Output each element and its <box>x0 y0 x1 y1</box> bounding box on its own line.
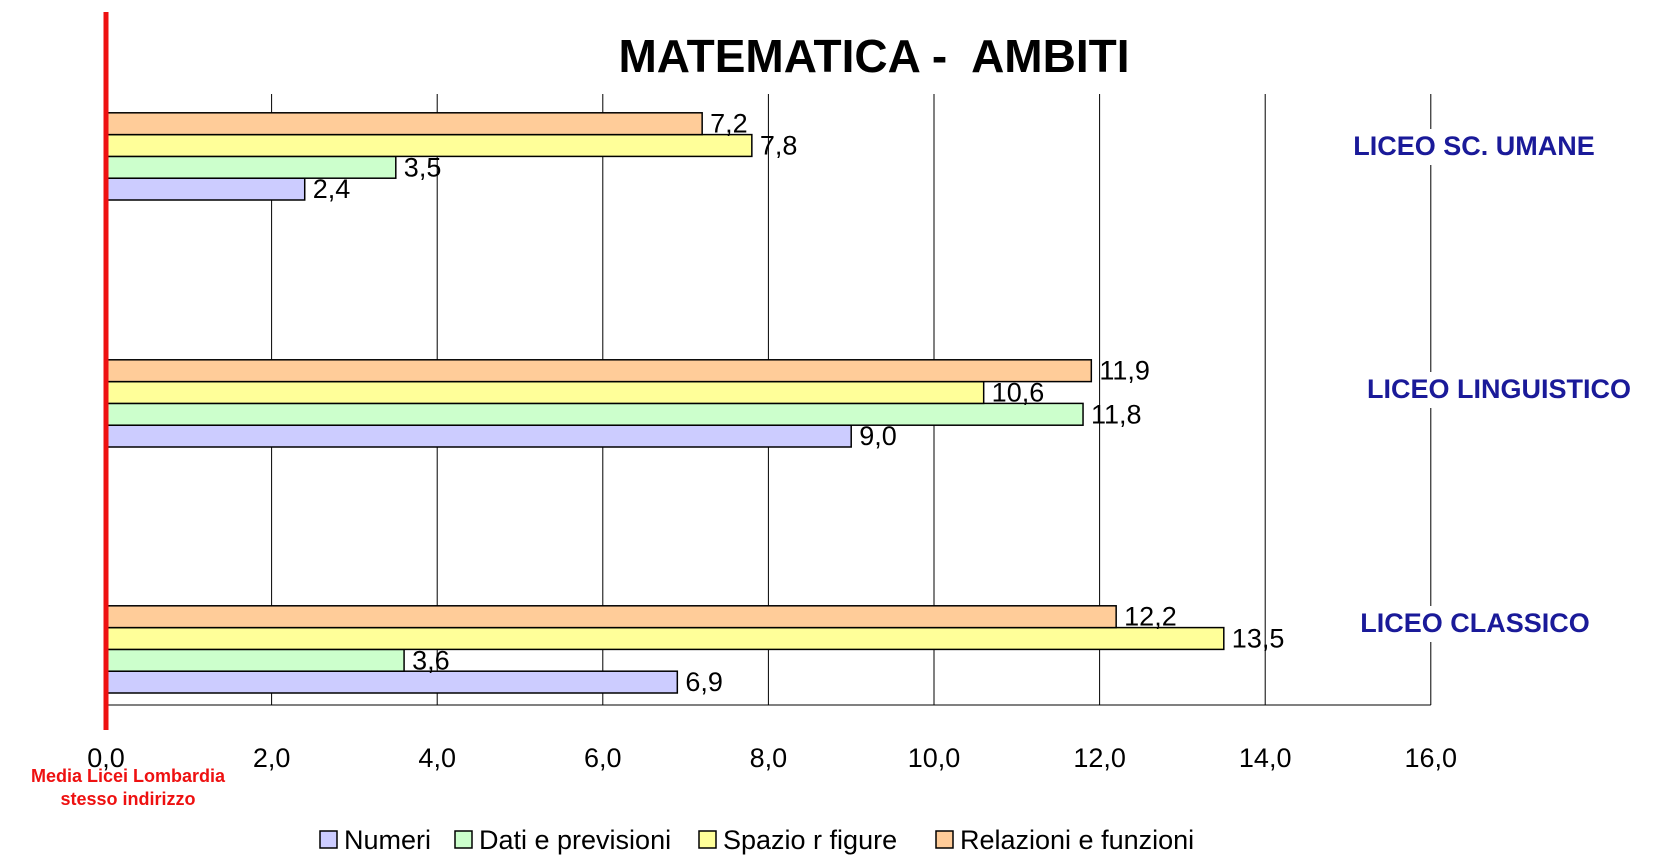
reference-line-label: stesso indirizzo <box>60 789 195 809</box>
category-label: LICEO CLASSICO <box>1360 608 1590 638</box>
value-label: 3,5 <box>404 152 442 182</box>
x-tick-label: 6,0 <box>584 743 622 773</box>
legend-label: Numeri <box>344 825 431 855</box>
x-tick-label: 14,0 <box>1239 743 1292 773</box>
value-label: 10,6 <box>992 378 1045 408</box>
bar <box>105 359 1093 383</box>
bar <box>105 670 679 694</box>
x-tick-label: 12,0 <box>1073 743 1126 773</box>
value-label: 11,8 <box>1091 399 1142 429</box>
value-label: 3,6 <box>412 645 450 675</box>
legend-swatch <box>454 830 473 849</box>
category-label: LICEO LINGUISTICO <box>1367 374 1631 404</box>
value-label: 9,0 <box>859 421 897 451</box>
bar <box>105 648 405 672</box>
category-label-bg <box>1337 606 1613 642</box>
legend-label: Dati e previsioni <box>479 825 671 855</box>
category-label-bg <box>1336 372 1662 408</box>
bar <box>105 380 985 405</box>
category-labels: LICEO SC. UMANE LICEO LINGUISTICO LICEO CL… <box>1326 129 1662 642</box>
x-tick-label: 2,0 <box>253 743 291 773</box>
reference-line-label: Media Licei Lombardia <box>31 766 226 786</box>
legend-swatch <box>319 830 338 849</box>
x-tick-label: 16,0 <box>1405 743 1458 773</box>
bar <box>105 177 306 201</box>
value-label: 2,4 <box>313 174 351 204</box>
legend-swatch <box>698 830 717 849</box>
bar <box>105 626 1225 651</box>
value-label: 7,8 <box>760 131 798 161</box>
x-tick-label: 8,0 <box>750 743 788 773</box>
value-label: 12,2 <box>1124 602 1177 632</box>
value-label: 7,2 <box>710 109 748 139</box>
x-tick-label: 10,0 <box>908 743 961 773</box>
bar <box>105 424 852 448</box>
reference-line-group: Media Licei Lombardia stesso indirizzo <box>31 12 226 809</box>
x-tick-label: 0,0 <box>87 743 125 773</box>
category-label-bg <box>1326 129 1622 165</box>
chart-title: MATEMATICA - AMBITI <box>618 30 1129 82</box>
legend-label: Spazio r figure <box>723 825 897 855</box>
bars <box>105 112 1225 694</box>
category-label: LICEO SC. UMANE <box>1353 131 1595 161</box>
bar <box>105 402 1084 426</box>
value-label: 11,9 <box>1099 356 1150 386</box>
legend: Numeri Dati e previsioni Spazio r figure Re… <box>319 825 1194 855</box>
legend-label: Relazioni e funzioni <box>960 825 1194 855</box>
x-tick-labels: 0,0 2,0 4,0 6,0 8,0 10,0 12,0 14,0 16,0 <box>87 743 1457 773</box>
bar <box>105 112 703 136</box>
value-label: 6,9 <box>685 667 723 697</box>
x-tick-label: 4,0 <box>418 743 456 773</box>
legend-swatch <box>935 830 954 849</box>
value-label: 13,5 <box>1232 624 1285 654</box>
bar <box>105 605 1117 629</box>
value-labels: 2,4 3,5 7,8 7,2 9,0 11,8 10,6 11,9 6,9 3,6 13,5 12,… <box>313 109 1285 697</box>
bar <box>105 155 397 179</box>
